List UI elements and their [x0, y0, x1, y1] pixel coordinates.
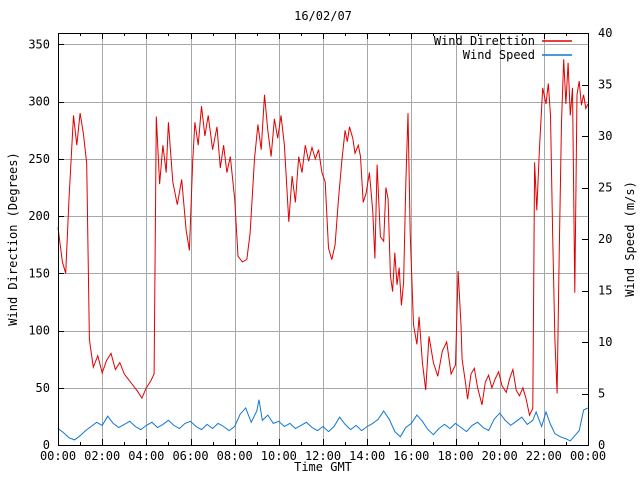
- x-tick-label: 06:00: [172, 449, 208, 463]
- series-group: [57, 59, 589, 442]
- y-right-tick-label: 30: [598, 129, 612, 143]
- x-tick-label: 00:00: [40, 449, 76, 463]
- axes-frame: [58, 33, 589, 446]
- x-tick-label: 16:00: [393, 449, 429, 463]
- y-right-tick-label: 10: [598, 335, 612, 349]
- x-tick-label: 04:00: [128, 449, 164, 463]
- x-tick-label: 14:00: [349, 449, 385, 463]
- y-right-tick-label: 5: [598, 387, 605, 401]
- y-right-axis-label: Wind Speed (m/s): [623, 181, 637, 297]
- y-right-tick-label: 35: [598, 78, 612, 92]
- series-wind-direction: [57, 59, 589, 417]
- x-axis-label: Time GMT: [294, 460, 352, 474]
- y-left-tick-label: 50: [36, 381, 50, 395]
- x-tick-label: 02:00: [84, 449, 120, 463]
- x-tick-label: 22:00: [526, 449, 562, 463]
- x-tick-label: 10:00: [261, 449, 297, 463]
- x-tick-label: 18:00: [437, 449, 473, 463]
- y-left-tick-label: 250: [28, 152, 50, 166]
- x-tick-label: 00:00: [570, 449, 606, 463]
- y-left-tick-label: 100: [28, 324, 50, 338]
- y-left-tick-label: 350: [28, 37, 50, 51]
- y-right-tick-label: 20: [598, 232, 612, 246]
- x-tick-label: 20:00: [482, 449, 518, 463]
- y-right-tick-label: 15: [598, 284, 612, 298]
- chart-title: 16/02/07: [294, 9, 352, 23]
- y-right-tick-label: 40: [598, 26, 612, 40]
- y-left-axis-label: Wind Direction (Degrees): [6, 152, 20, 325]
- y-right-tick-label: 0: [598, 438, 605, 452]
- y-left-tick-label: 200: [28, 209, 50, 223]
- y-left-tick-label: 150: [28, 266, 50, 280]
- x-tick-label: 08:00: [217, 449, 253, 463]
- tick-labels: 00:00 02:00 04:00 06:00 08:00 10:00 12:00 14:00…: [28, 26, 612, 463]
- legend-label-wind-speed: Wind Speed: [463, 48, 535, 62]
- series-wind-speed: [57, 399, 589, 442]
- y-left-tick-label: 0: [43, 438, 50, 452]
- y-right-tick-label: 25: [598, 181, 612, 195]
- y-left-tick-label: 300: [28, 95, 50, 109]
- x-tick-label: 12:00: [305, 449, 341, 463]
- legend-label-wind-direction: Wind Direction: [434, 34, 535, 48]
